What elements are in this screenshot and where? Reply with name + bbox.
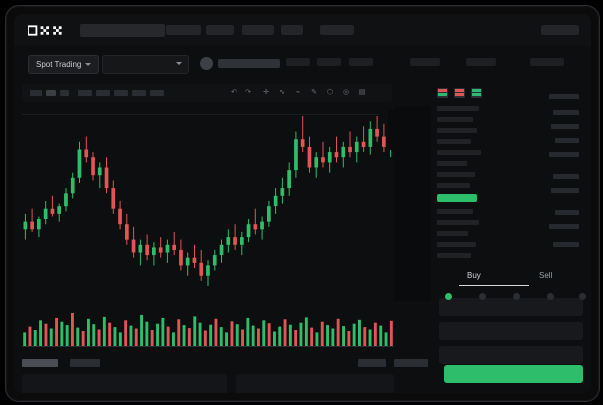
crosshair-icon[interactable]: ✛ xyxy=(263,89,269,96)
tab-assets[interactable] xyxy=(358,359,386,367)
brush-icon[interactable]: ✎ xyxy=(311,89,317,96)
amount-slider[interactable] xyxy=(431,293,591,301)
orders-empty-panel-right xyxy=(236,374,394,393)
place-order-button[interactable] xyxy=(444,365,583,383)
measure-icon[interactable]: ⌁ xyxy=(295,89,301,96)
price-candlestick-chart[interactable] xyxy=(22,106,394,296)
trendline-icon[interactable]: ∿ xyxy=(279,89,285,96)
nav-item-4[interactable] xyxy=(281,25,303,35)
slider-dot-25[interactable] xyxy=(479,293,486,300)
stat-volume-base xyxy=(466,58,496,66)
interval-1m[interactable] xyxy=(30,90,42,96)
order-book-asks-icon[interactable] xyxy=(454,88,465,98)
tab-active-underline xyxy=(459,285,529,286)
interval-15m[interactable] xyxy=(46,90,56,96)
eye-icon[interactable]: ◎ xyxy=(342,89,350,96)
spot-trading-label: Spot Trading xyxy=(36,60,82,69)
volume-histogram xyxy=(22,313,394,347)
nav-item-5[interactable] xyxy=(320,25,354,35)
chevron-down-icon xyxy=(85,63,92,66)
order-book-panel: Buy Sell xyxy=(431,84,591,364)
stat-change xyxy=(317,58,341,66)
trash-icon[interactable]: ▤ xyxy=(358,89,366,96)
top-navigation-bar xyxy=(14,14,591,46)
slider-dot-0[interactable] xyxy=(445,293,452,300)
search-input[interactable] xyxy=(80,24,165,37)
slider-dot-100[interactable] xyxy=(579,293,586,300)
chart-toolbar[interactable]: ↶ ↷ ✛ ∿ ⌁ ✎ ⬡ ◎ ▤ xyxy=(22,84,392,102)
slider-dot-50[interactable] xyxy=(513,293,520,300)
nav-item-1[interactable] xyxy=(166,25,201,35)
device-frame: Spot Trading xyxy=(5,5,600,402)
pair-name-label xyxy=(218,59,280,68)
market-sub-bar: Spot Trading xyxy=(14,46,591,82)
order-total-input[interactable] xyxy=(439,346,583,364)
chart-top-divider xyxy=(22,114,379,115)
interval-1w[interactable] xyxy=(114,90,128,96)
stat-low xyxy=(410,58,440,66)
undo-icon[interactable]: ↶ xyxy=(231,89,237,96)
tab-buy[interactable]: Buy xyxy=(467,271,481,280)
tab-sell[interactable]: Sell xyxy=(539,271,553,280)
redo-icon[interactable]: ↷ xyxy=(245,89,251,96)
stat-high xyxy=(349,58,373,66)
interval-4h[interactable] xyxy=(78,90,92,96)
coin-avatar xyxy=(200,57,213,70)
order-book-view-tabs[interactable] xyxy=(437,88,482,98)
interval-1h[interactable] xyxy=(60,90,69,96)
chart-type-button[interactable] xyxy=(150,90,164,96)
account-menu[interactable] xyxy=(541,25,579,35)
tab-open-orders[interactable] xyxy=(22,359,58,367)
stat-last-price xyxy=(286,58,310,66)
nav-item-2[interactable] xyxy=(206,25,234,35)
order-book-bids-icon[interactable] xyxy=(471,88,482,98)
interval-1d[interactable] xyxy=(96,90,110,96)
stat-volume-quote xyxy=(530,58,564,66)
slider-dot-75[interactable] xyxy=(547,293,554,300)
orders-empty-panel-left xyxy=(22,374,227,393)
order-book-both-icon[interactable] xyxy=(437,88,448,98)
order-price-input[interactable] xyxy=(439,298,583,316)
magnet-icon[interactable]: ⬡ xyxy=(326,89,334,96)
pair-selector[interactable] xyxy=(102,55,189,74)
indicators-button[interactable] xyxy=(132,90,146,96)
order-book-current-price xyxy=(437,194,477,202)
tab-settings[interactable] xyxy=(394,359,428,367)
tab-order-history[interactable] xyxy=(70,359,100,367)
buy-sell-tabs[interactable]: Buy Sell xyxy=(431,267,591,289)
okx-logo-icon[interactable] xyxy=(28,24,70,37)
spot-trading-button[interactable]: Spot Trading xyxy=(28,55,100,74)
nav-item-3[interactable] xyxy=(242,25,274,35)
chevron-down-icon xyxy=(176,62,182,65)
occlusion-shape-secondary xyxy=(388,110,402,150)
trading-app: Spot Trading xyxy=(14,14,591,393)
order-amount-input[interactable] xyxy=(439,322,583,340)
